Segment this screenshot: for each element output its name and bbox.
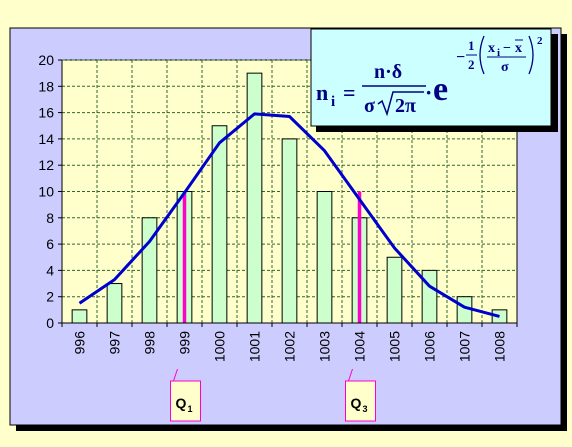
x-tick-label: 1005	[387, 331, 403, 362]
histogram-bar	[71, 309, 88, 324]
histogram-bar	[421, 269, 438, 324]
histogram-bar	[386, 256, 403, 324]
x-tick-label: 1002	[282, 331, 298, 362]
y-tick-label: 10	[38, 184, 54, 200]
x-tick-labels: 996 997 998 999 1000 1001 1002 1003 1004 1005 1006…	[72, 331, 508, 362]
y-tick-label: 4	[46, 262, 54, 278]
y-tick-label: 6	[46, 236, 54, 252]
quartile-label: Q	[351, 395, 362, 411]
sqrt-sign	[377, 91, 424, 117]
formula-dot: ·	[425, 80, 432, 105]
x-tick-label: 999	[177, 331, 193, 355]
formula-power: 2	[537, 35, 543, 47]
histogram-bar	[106, 283, 123, 324]
quartile-callout-line	[173, 368, 178, 382]
x-tick-label: 1001	[247, 331, 263, 362]
axes	[58, 59, 518, 327]
y-tick-label: 14	[38, 131, 54, 147]
quartile-label-box	[170, 380, 201, 422]
y-tick-label: 16	[38, 105, 54, 121]
formula-exp-minus: −	[456, 49, 465, 66]
formula-lhs-n: n	[316, 80, 328, 105]
formula-numerator: n·δ	[374, 61, 402, 83]
x-tick-label: 1007	[457, 331, 473, 362]
quartile-label-box	[345, 380, 376, 422]
x-tick-label: 1006	[422, 331, 438, 362]
formula-left-paren	[479, 35, 485, 75]
y-tick-label: 2	[46, 289, 54, 305]
y-tick-label: 20	[38, 52, 54, 68]
formula-equals: =	[343, 80, 356, 105]
y-tick-label: 8	[46, 210, 54, 226]
quartile-callout-line	[348, 368, 353, 382]
formula-half-numerator: 1	[468, 38, 475, 53]
x-tick-label: 1004	[352, 331, 368, 362]
quartile-label: Q	[176, 395, 187, 411]
histogram-bar	[211, 125, 228, 324]
x-tick-label: 997	[107, 331, 123, 355]
x-tick-label: 1000	[212, 331, 228, 362]
quartile-subscript: 1	[188, 404, 193, 414]
normal-curve-line	[78, 112, 500, 318]
formula-sqrt-body: 2π	[395, 95, 416, 117]
y-tick-label: 0	[46, 315, 54, 331]
x-tick-label: 1008	[492, 331, 508, 362]
formula-inner-sigma: σ	[501, 60, 509, 75]
y-tick-label: 12	[38, 157, 54, 173]
x-tick-label: 998	[142, 331, 158, 355]
y-tick-label: 18	[38, 78, 54, 94]
formula-box: n i = n·δ σ 2π · e − 1 2 x i − x	[310, 28, 558, 132]
histogram-bar	[281, 138, 298, 324]
quartile-subscript: 3	[363, 404, 368, 414]
x-tick-label: 1003	[317, 331, 333, 362]
formula-right-paren	[528, 35, 534, 75]
formula-inner-minus: −	[503, 41, 511, 56]
formula-background	[310, 28, 552, 127]
formula-inner-x: x	[488, 41, 495, 56]
formula-lhs-subscript: i	[331, 94, 335, 110]
formula-den-sigma: σ	[364, 95, 375, 117]
x-tick-label: 996	[72, 331, 88, 355]
quartile-lines	[182, 191, 362, 323]
y-tick-labels: 0 2 4 6 8 10 12 14 16 18 20	[38, 52, 54, 331]
histogram-bar	[246, 72, 263, 324]
histogram-bar	[316, 191, 333, 324]
formula-inner-xbar: x	[515, 41, 522, 56]
formula-inner-x-subscript: i	[497, 47, 500, 59]
formula-exp-base: e	[433, 71, 448, 108]
formula-half-denominator: 2	[468, 57, 475, 72]
